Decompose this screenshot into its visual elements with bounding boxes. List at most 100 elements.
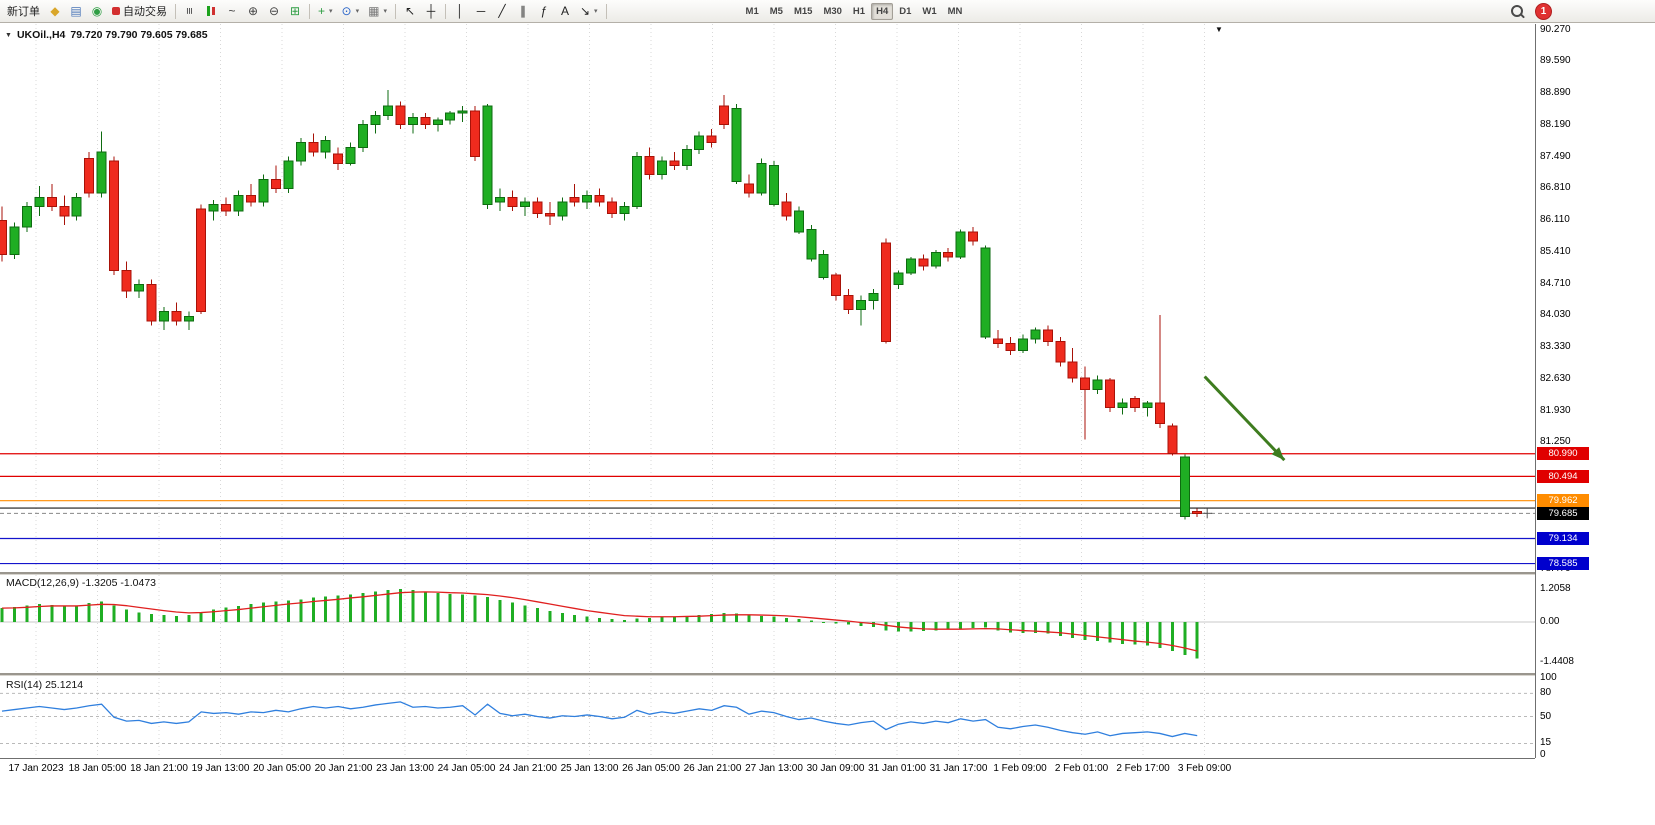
arrows-tool-icon[interactable]: ↘ ▾ [576,2,602,21]
trend-arrow-annotation[interactable] [1203,375,1286,462]
trendline-icon[interactable]: ╱ [492,2,512,21]
price-tick-label: 84.710 [1540,277,1571,289]
toolbar-right-group: 1 [1507,2,1552,21]
rsi-tick-label: 80 [1540,687,1552,699]
time-tick-label: 25 Jan 13:00 [560,763,619,774]
vertical-gridlines [35,575,1205,672]
one-click-trading-icon[interactable]: ▼ [5,31,12,39]
rsi-tick-label: 50 [1540,710,1552,722]
indicators-add-icon[interactable]: + ▾ [314,2,337,21]
price-tick-label: 83.330 [1540,340,1571,352]
timeframe-mn[interactable]: MN [943,3,968,20]
crosshair-icon[interactable]: ┼ [421,2,441,21]
rsi-panel[interactable] [0,678,1535,755]
channel-icon[interactable]: ∥ [513,2,533,21]
crosshair-icon-glyph: ┼ [426,4,436,18]
bottom-strip [0,780,1655,825]
periods-icon-glyph: ⊙ [341,4,352,18]
new-order-button[interactable]: 新订单 [3,2,44,21]
toolbar-separator [394,3,396,19]
dropdown-caret-icon: ▾ [329,8,333,15]
timeframe-m1[interactable]: M1 [741,3,764,20]
timeframe-h4[interactable]: H4 [871,2,894,20]
current-price-tag: 79.685 [1537,506,1589,520]
timeframe-d1[interactable]: D1 [894,3,916,20]
metatrader-chart-icon[interactable]: ◆ [45,2,65,21]
candlestick-chart[interactable] [0,24,1535,572]
timeframe-h1[interactable]: H1 [848,3,870,20]
timeframe-m15[interactable]: M15 [789,3,817,20]
time-tick-label: 1 Feb 09:00 [993,763,1047,774]
price-level-tag: 80.990 [1537,447,1589,461]
notification-badge[interactable]: 1 [1535,2,1552,20]
market-watch-icon-glyph: ▤ [70,4,82,18]
chart-symbol-period: UKOil.,H4 [16,29,66,41]
dropdown-caret-icon: ▾ [355,8,360,15]
price-tick-label: 86.110 [1540,213,1570,225]
vertical-gridlines [35,24,1205,572]
autotrading-button[interactable]: 自动交易 [108,2,171,21]
horizontal-line-icon-glyph: ─ [476,4,486,18]
price-tick-label: 86.810 [1540,181,1571,193]
grid-icon[interactable]: ⊞ [285,2,305,21]
text-label-icon[interactable]: A [555,2,575,21]
rsi-tick-label: 0 [1540,749,1546,760]
line-chart-mode-icon[interactable]: ~ [222,2,242,21]
time-tick-label: 2 Feb 01:00 [1054,763,1109,774]
price-tick-label: 81.930 [1540,404,1571,416]
time-tick-label: 26 Jan 21:00 [683,763,742,774]
indicators-add-icon-glyph: + [318,4,326,18]
panel-separator[interactable] [0,572,1655,575]
time-axis[interactable]: 17 Jan 2023 18 Jan 05:00 18 Jan 21:00 19 Ja… [0,758,1535,781]
bar-chart-mode-icon[interactable]: ≡ [180,2,200,21]
macd-indicator-label: MACD(12,26,9) -1.3205 -1.0473 [6,577,156,589]
time-tick-label: 2 Feb 17:00 [1116,763,1170,774]
time-tick-label: 17 Jan 2023 [8,763,64,774]
cursor-icon[interactable]: ↖ [400,2,420,21]
periods-icon[interactable]: ⊙ ▾ [338,2,364,21]
time-tick-label: 23 Jan 13:00 [376,763,434,774]
macd-signal-line [1,591,1198,652]
time-tick-label: 26 Jan 05:00 [622,763,680,774]
trendline-icon-glyph: ╱ [498,4,506,18]
macd-tick-label: -1.4408 [1540,655,1574,667]
zoom-out-icon[interactable]: ⊖ [264,2,284,21]
time-tick-label: 20 Jan 21:00 [314,763,373,774]
price-tick-label: 90.270 [1540,23,1571,35]
candles-series [0,90,1203,520]
price-axis[interactable]: 90.270 89.590 88.890 88.190 87.490 86.810 86.1… [1535,23,1655,760]
rsi-tick-label: 15 [1540,737,1552,749]
timeframe-m5[interactable]: M5 [765,3,788,20]
time-tick-label: 18 Jan 21:00 [130,763,188,774]
timeframe-w1[interactable]: W1 [917,3,941,20]
rsi-tick-label: 100 [1540,672,1557,683]
macd-tick-label: 0.00 [1540,615,1560,627]
zoom-in-icon[interactable]: ⊕ [243,2,263,21]
templates-icon[interactable]: ▦ ▾ [364,2,391,21]
horizontal-line-icon[interactable]: ─ [471,2,491,21]
macd-panel[interactable] [0,575,1535,672]
price-tick-label: 88.190 [1540,118,1571,130]
bar-chart-mode-icon-glyph: ≡ [182,7,197,15]
dropdown-caret-icon: ▾ [594,8,598,15]
vertical-line-icon-glyph: │ [456,4,464,18]
candlestick-mode-icon[interactable] [201,2,221,21]
panel-separator[interactable] [0,673,1655,676]
price-level-tag: 79.134 [1537,531,1589,545]
vertical-line-icon[interactable]: │ [450,2,470,21]
time-tick-label: 19 Jan 13:00 [191,763,250,774]
time-tick-label: 20 Jan 05:00 [253,763,311,774]
chart-title: ▼ UKOil.,H4 79.720 79.790 79.605 79.685 [5,29,208,41]
time-tick-label: 24 Jan 21:00 [499,763,557,774]
search-icon[interactable] [1507,2,1527,21]
fibonacci-icon[interactable]: ƒ [534,2,554,21]
scroll-to-end-icon[interactable]: ▼ [1215,25,1223,34]
price-tick-label: 81.250 [1540,435,1571,447]
price-level-tag: 79.962 [1537,494,1589,508]
market-watch-icon[interactable]: ▤ [66,2,86,21]
toolbar-separator [605,3,607,19]
strategy-navigator-icon[interactable]: ◉ [87,2,107,21]
macd-tick-label: 1.2058 [1540,582,1571,594]
price-tick-label: 84.030 [1540,308,1571,320]
timeframe-m30[interactable]: M30 [818,3,846,20]
